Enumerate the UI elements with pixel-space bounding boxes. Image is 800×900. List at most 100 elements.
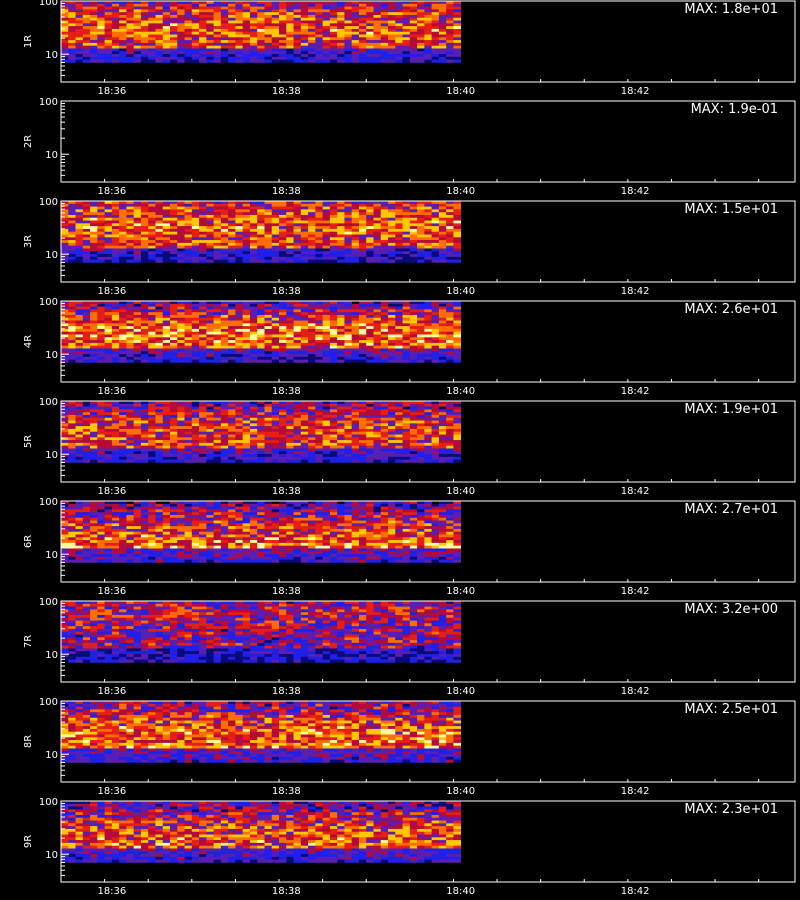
heatmap-cell <box>140 423 149 427</box>
heatmap-cell <box>177 259 185 263</box>
heatmap-cell <box>402 206 411 210</box>
heatmap-cell <box>358 237 367 241</box>
heatmap-cell <box>97 206 105 210</box>
heatmap-cell <box>220 356 229 360</box>
heatmap-cell <box>402 214 411 219</box>
heatmap-cell <box>358 248 367 252</box>
heatmap-cell <box>308 314 316 319</box>
heatmap-cell <box>388 306 396 310</box>
heatmap-cell <box>358 203 367 207</box>
heatmap-cell <box>90 348 98 352</box>
heatmap-cell <box>424 256 432 260</box>
heatmap-cell <box>366 42 374 46</box>
heatmap-cell <box>155 206 164 210</box>
heatmap-cell <box>184 337 193 341</box>
heatmap-cell <box>409 45 418 49</box>
heatmap-cell <box>409 454 418 458</box>
heatmap-cell <box>358 314 367 319</box>
heatmap-cell <box>322 356 331 360</box>
heatmap-cell <box>126 426 134 430</box>
heatmap-cell <box>329 226 338 230</box>
heatmap-cell <box>402 326 411 330</box>
heatmap-cell <box>82 420 91 424</box>
heatmap-cell <box>177 342 185 346</box>
heatmap-cell <box>315 45 323 49</box>
heatmap-cell <box>417 426 425 430</box>
heatmap-cell <box>271 48 280 52</box>
heatmap-cell <box>388 251 396 255</box>
heatmap-cell <box>104 34 113 38</box>
heatmap-cell <box>242 323 251 327</box>
heatmap-cell <box>279 203 287 207</box>
heatmap-cell <box>242 320 251 324</box>
heatmap-cell <box>104 6 113 10</box>
heatmap-cell <box>373 301 382 305</box>
heatmap-cell <box>424 406 432 410</box>
heatmap-cell <box>337 228 345 233</box>
heatmap-cell <box>431 406 440 410</box>
heatmap-cell <box>61 442 69 446</box>
heatmap-cell <box>358 414 367 419</box>
heatmap-cell <box>111 248 120 252</box>
heatmap-cell <box>380 42 389 46</box>
heatmap-cell <box>373 226 382 230</box>
heatmap-cell <box>453 203 462 207</box>
heatmap-cell <box>257 42 265 46</box>
heatmap-cell <box>402 331 411 335</box>
heatmap-cell <box>351 20 360 24</box>
heatmap-cell <box>438 212 447 216</box>
heatmap-cell <box>206 403 214 407</box>
heatmap-cell <box>409 448 418 452</box>
heatmap-cell <box>199 309 207 313</box>
heatmap-cell <box>417 403 425 407</box>
heatmap-cell <box>82 334 91 338</box>
heatmap-cell <box>235 242 243 246</box>
heatmap-cell <box>264 328 273 333</box>
heatmap-cell <box>300 323 309 327</box>
heatmap-cell <box>271 428 280 433</box>
heatmap-cell <box>126 226 134 230</box>
heatmap-cell <box>228 312 236 316</box>
heatmap-cell <box>140 340 149 344</box>
heatmap-cell <box>279 356 287 360</box>
heatmap-cell <box>315 28 323 33</box>
heatmap-cell <box>409 328 418 333</box>
heatmap-cell <box>213 448 222 452</box>
heatmap-cell <box>249 409 258 413</box>
heatmap-cell <box>140 331 149 335</box>
heatmap-cell <box>293 206 302 210</box>
heatmap-cell <box>322 434 331 438</box>
heatmap-cell <box>373 234 382 238</box>
heatmap-cell <box>446 320 454 324</box>
heatmap-cell <box>68 428 76 433</box>
heatmap-cell <box>286 212 294 216</box>
heatmap-cell <box>315 323 323 327</box>
heatmap-cell <box>199 451 207 455</box>
heatmap-cell <box>380 3 389 7</box>
heatmap-cell <box>90 340 98 344</box>
heatmap-cell <box>104 314 113 319</box>
heatmap-cell <box>97 226 105 230</box>
heatmap-cell <box>82 451 91 455</box>
heatmap-cell <box>249 259 258 263</box>
heatmap-cell <box>264 456 273 460</box>
heatmap-cell <box>286 3 294 7</box>
heatmap-cell <box>155 234 164 238</box>
heatmap-cell <box>388 340 396 344</box>
heatmap-cell <box>279 242 287 246</box>
heatmap-cell <box>453 9 462 13</box>
heatmap-cell <box>257 406 265 410</box>
heatmap-cell <box>133 242 142 246</box>
heatmap-cell <box>170 26 178 30</box>
heatmap-cell <box>249 203 258 207</box>
heatmap-cell <box>293 434 302 438</box>
heatmap-cell <box>286 303 294 307</box>
heatmap-cell <box>242 456 251 460</box>
heatmap-cell <box>242 451 251 455</box>
heatmap-cell <box>315 428 323 433</box>
heatmap-cell <box>191 309 200 313</box>
heatmap-cell <box>279 248 287 252</box>
heatmap-cell <box>453 209 462 213</box>
heatmap-cell <box>315 40 323 44</box>
heatmap-cell <box>235 326 243 330</box>
